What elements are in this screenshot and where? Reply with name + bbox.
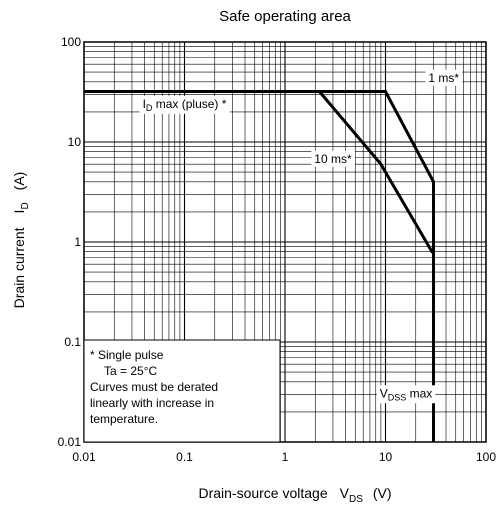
- y-axis-label: Drain currentID(A): [11, 172, 31, 309]
- series-line: [84, 90, 435, 442]
- annotation-bg: [425, 69, 463, 86]
- y-tick-label: 1: [74, 235, 81, 249]
- note-line: linearly with increase in: [90, 396, 214, 410]
- y-tick-label: 10: [68, 135, 82, 149]
- chart-title: Safe operating area: [219, 8, 351, 25]
- note-line: * Single pulse: [90, 348, 164, 362]
- note-line: temperature.: [90, 412, 158, 426]
- y-tick-label: 0.1: [64, 335, 81, 349]
- note-text: * Single pulse Ta = 25°C Curves must be de…: [90, 348, 218, 426]
- note-box: [83, 339, 281, 443]
- annotation-id-max: ID max (pluse) *: [139, 95, 230, 114]
- annotation-text: VDSS max: [380, 386, 433, 402]
- x-axis-label: Drain-source voltage VDS (V): [198, 485, 391, 505]
- annotation-bg: [139, 95, 230, 114]
- series-line: [318, 90, 434, 254]
- x-tick-label: 10: [379, 450, 393, 464]
- x-tick-label: 0.01: [72, 450, 96, 464]
- annotation-1ms: 1 ms*: [425, 69, 463, 86]
- annotation-text: ID max (pluse) *: [143, 97, 227, 113]
- x-tick-label: 0.1: [176, 450, 193, 464]
- plot-frame: [83, 41, 487, 443]
- x-tick-label: 1: [282, 450, 289, 464]
- annotation-bg: [376, 385, 436, 404]
- y-tick-label: 100: [61, 35, 81, 49]
- y-tick-label: 0.01: [58, 435, 82, 449]
- annotation-vdss: VDSS max: [376, 385, 436, 404]
- note-line: Curves must be derated: [90, 380, 218, 394]
- tick-labels: 0.01 0.1 1 10 100 0.01 0.1 1 10 100: [58, 35, 497, 464]
- note-line: Ta = 25°C: [104, 364, 157, 378]
- series-lines: [84, 90, 435, 442]
- annotation-text: 1 ms*: [428, 71, 459, 85]
- annotations: ID max (pluse) * 1 ms* 10 ms* VDSS max: [139, 69, 463, 404]
- x-tick-label: 100: [476, 450, 496, 464]
- annotation-text: 10 ms*: [314, 152, 352, 166]
- annotation-bg: [311, 150, 355, 167]
- annotation-10ms: 10 ms*: [311, 150, 355, 167]
